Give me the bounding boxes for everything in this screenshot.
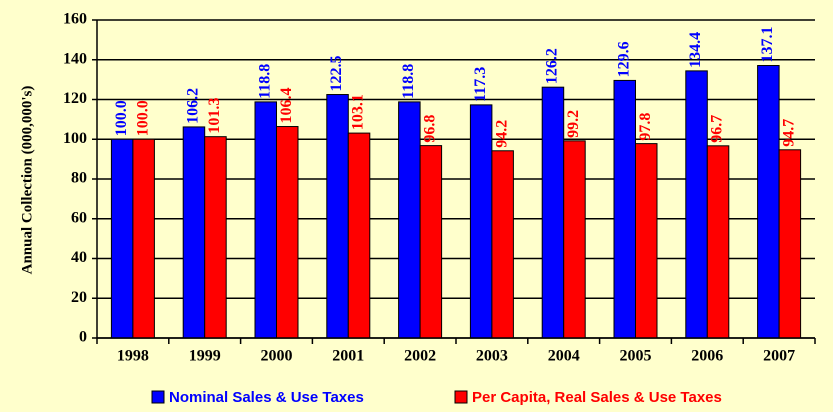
bar <box>110 138 134 339</box>
x-tick-label: 2004 <box>548 348 580 365</box>
data-label: 106.4 <box>278 88 295 124</box>
data-label: 99.2 <box>565 110 582 138</box>
legend-swatch <box>454 390 468 404</box>
y-tick-label: 0 <box>79 329 87 346</box>
bar <box>347 132 371 339</box>
y-tick-label: 120 <box>63 90 87 107</box>
data-label: 117.3 <box>472 67 489 102</box>
x-tick-label: 1999 <box>189 348 221 365</box>
bar <box>254 101 277 339</box>
data-label: 97.8 <box>637 113 654 141</box>
x-tick-label: 1998 <box>117 348 149 365</box>
data-label: 100.0 <box>134 100 151 136</box>
y-tick-label: 40 <box>71 249 87 266</box>
data-label: 96.8 <box>422 115 439 143</box>
bar <box>469 104 493 339</box>
y-axis-label: Annual Collection (000,000's) <box>19 86 35 275</box>
legend-swatch <box>151 390 165 404</box>
bar <box>398 101 421 339</box>
data-label: 137.1 <box>759 27 776 63</box>
bar <box>563 140 586 339</box>
bar <box>326 94 349 339</box>
bar <box>778 149 802 339</box>
bar <box>613 79 636 339</box>
data-label: 94.7 <box>781 119 798 147</box>
y-tick-label: 140 <box>63 50 87 67</box>
data-label: 126.2 <box>544 48 561 84</box>
data-label: 118.8 <box>400 64 417 99</box>
bar <box>419 145 443 339</box>
y-tick-label: 60 <box>71 209 87 226</box>
legend-label: Nominal Sales & Use Taxes <box>169 389 364 406</box>
data-label: 129.6 <box>615 41 632 77</box>
bar <box>757 65 780 339</box>
data-label: 134.4 <box>687 32 704 68</box>
x-tick-label: 2003 <box>476 348 508 365</box>
x-tick-label: 2007 <box>763 348 795 365</box>
x-tick-label: 2002 <box>404 348 436 365</box>
legend-label: Per Capita, Real Sales & Use Taxes <box>472 389 722 406</box>
bar <box>491 150 514 339</box>
y-tick-label: 20 <box>71 289 87 306</box>
data-label: 122.5 <box>328 56 345 92</box>
x-tick-label: 2001 <box>332 348 364 365</box>
bar <box>541 86 565 339</box>
y-tick-label: 80 <box>71 170 87 187</box>
bar <box>204 136 227 339</box>
x-tick-label: 2000 <box>261 348 293 365</box>
data-label: 101.3 <box>206 98 223 134</box>
data-label: 96.7 <box>709 115 726 143</box>
data-label: 100.0 <box>113 100 130 136</box>
data-label: 118.8 <box>256 64 273 99</box>
data-label: 94.2 <box>493 120 510 148</box>
bar <box>276 126 299 339</box>
y-tick-label: 160 <box>63 11 87 28</box>
data-label: 103.1 <box>350 94 367 130</box>
bar <box>182 126 206 339</box>
bar <box>706 145 730 339</box>
x-tick-label: 2005 <box>620 348 652 365</box>
bar <box>685 70 708 339</box>
x-tick-label: 2006 <box>691 348 723 365</box>
bar <box>635 143 658 339</box>
y-tick-label: 100 <box>63 130 87 147</box>
bar <box>132 138 155 339</box>
data-label: 106.2 <box>185 88 202 124</box>
